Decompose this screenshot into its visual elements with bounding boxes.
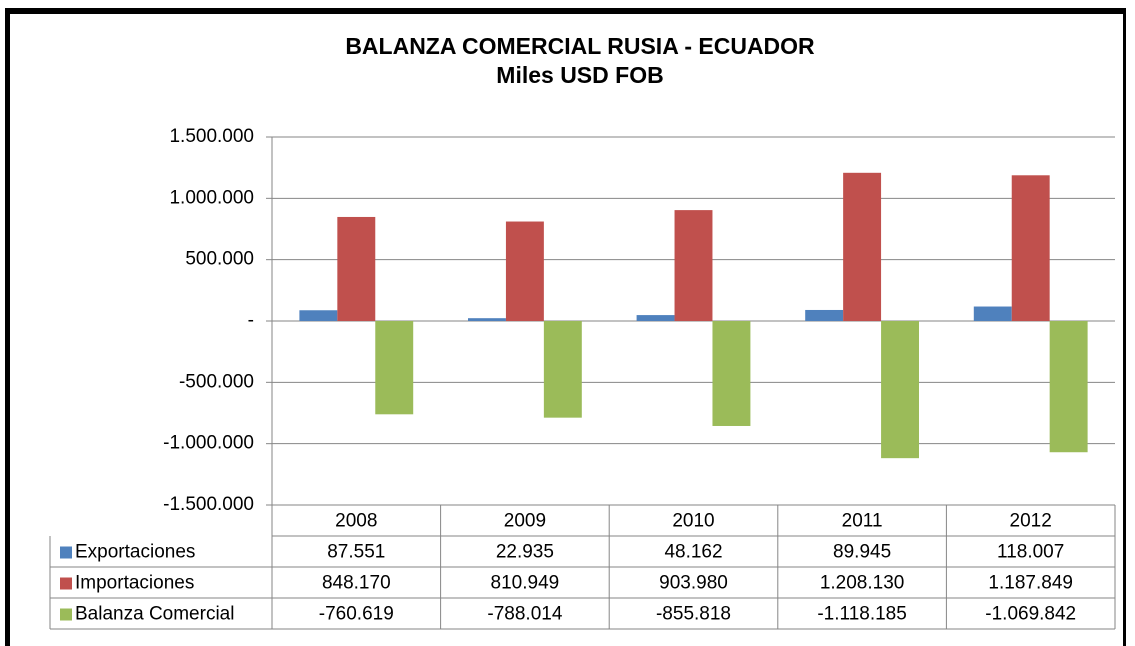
legend-key [60, 546, 72, 559]
legend-key [60, 577, 72, 590]
y-tick-label: - [248, 310, 254, 331]
legend-label: Balanza Comercial [75, 604, 234, 625]
bar [337, 216, 376, 321]
bar [543, 321, 582, 418]
table-value: -788.014 [487, 604, 562, 625]
table-value: 48.162 [664, 542, 722, 563]
chart-frame [5, 8, 1126, 646]
y-tick-label: -1.500.000 [163, 494, 254, 515]
table-value: 1.187.849 [988, 573, 1073, 594]
bar [881, 321, 920, 459]
bar [712, 321, 751, 426]
table-value: -1.069.842 [985, 604, 1076, 625]
bar [636, 315, 675, 321]
bar [843, 172, 882, 321]
table-value: 89.945 [833, 542, 891, 563]
legend-label: Exportaciones [75, 542, 195, 563]
table-value: 903.980 [659, 573, 728, 594]
bar [674, 210, 713, 321]
y-tick-label: 500.000 [185, 249, 254, 270]
bar [467, 318, 506, 321]
y-tick-label: -1.000.000 [163, 433, 254, 454]
y-tick-label: 1.500.000 [169, 126, 254, 147]
table-value: -1.118.185 [817, 604, 906, 625]
bar [1049, 321, 1088, 453]
bar [1011, 175, 1050, 321]
y-tick-label: -500.000 [179, 371, 254, 392]
bar [973, 306, 1012, 321]
table-value: 1.208.130 [820, 573, 905, 594]
bar [805, 309, 844, 321]
table-value: 810.949 [491, 573, 560, 594]
x-tick-label: 2009 [504, 511, 546, 532]
x-tick-label: 2010 [672, 511, 714, 532]
x-tick-label: 2011 [842, 511, 883, 532]
legend-key [60, 608, 72, 621]
bar [505, 221, 544, 321]
bar [299, 310, 338, 321]
legend-label: Importaciones [75, 573, 194, 594]
y-tick-label: 1.000.000 [169, 187, 254, 208]
table-value: 22.935 [496, 542, 554, 563]
x-tick-label: 2012 [1010, 511, 1052, 532]
table-value: 118.007 [997, 542, 1064, 563]
table-value: 848.170 [322, 573, 391, 594]
chart-title: BALANZA COMERCIAL RUSIA - ECUADOR [345, 33, 815, 59]
table-value: 87.551 [327, 542, 385, 563]
bar [375, 321, 414, 415]
table-value: -760.619 [319, 604, 394, 625]
x-tick-label: 2008 [335, 511, 377, 532]
table-value: -855.818 [656, 604, 731, 625]
chart-subtitle: Miles USD FOB [496, 62, 663, 88]
